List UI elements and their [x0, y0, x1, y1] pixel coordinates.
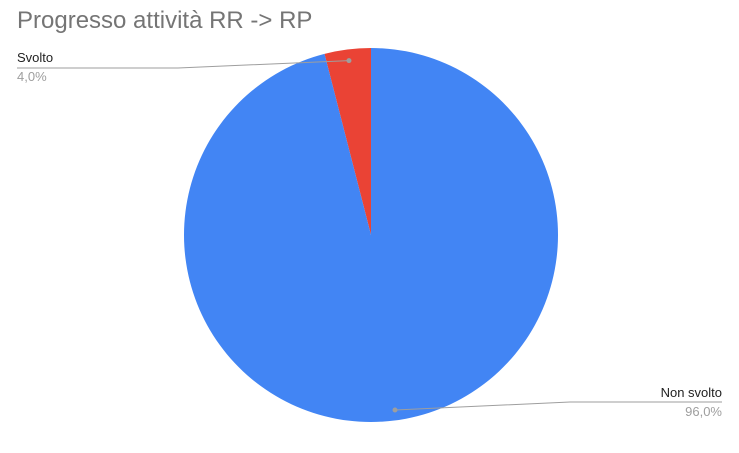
label-non-svolto-percent: 96,0%	[685, 404, 722, 419]
leader-line-svolto	[17, 60, 349, 69]
label-svolto-percent: 4,0%	[17, 69, 47, 84]
leader-line-non-svolto	[394, 401, 722, 411]
leader-dot-svolto	[346, 58, 352, 64]
label-non-svolto-name: Non svolto	[661, 385, 722, 400]
label-svolto-name: Svolto	[17, 50, 53, 65]
pie-slice-svolto	[324, 48, 371, 235]
slice-labels: Svolto 4,0% Non svolto 96,0%	[17, 50, 722, 419]
pie-slice-non-svolto	[184, 48, 559, 423]
pie-slices	[184, 48, 559, 423]
leader-dot-non-svolto	[392, 407, 398, 413]
chart-title: Progresso attività RR -> RP	[17, 7, 312, 34]
